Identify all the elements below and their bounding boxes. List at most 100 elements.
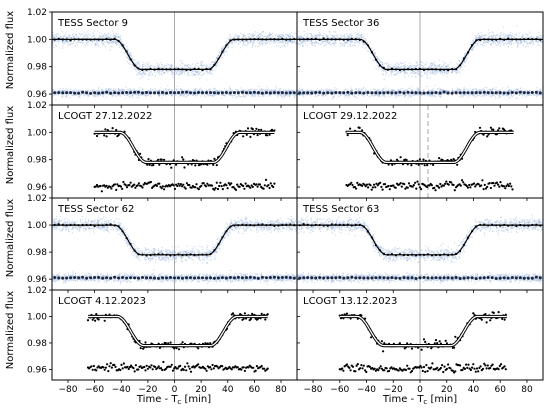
tess-resid-point — [79, 96, 81, 99]
tess-point — [278, 36, 280, 39]
tess-resid-point — [536, 95, 538, 98]
tess-point — [371, 47, 373, 49]
tess-resid-point — [160, 93, 162, 96]
tess-point — [268, 36, 270, 39]
tess-point — [268, 34, 270, 37]
tess-point — [209, 63, 211, 65]
tess-point — [97, 31, 99, 33]
tess-point — [235, 41, 237, 43]
tess-resid-point — [232, 96, 234, 99]
tess-point — [55, 34, 58, 36]
tess-resid-point — [272, 89, 274, 92]
tess-resid-point — [276, 94, 279, 96]
tess-point — [141, 76, 143, 79]
tess-point — [186, 65, 188, 67]
tess-resid-point — [262, 88, 264, 91]
tess-point — [394, 66, 396, 68]
tess-point — [441, 72, 443, 74]
tess-point — [200, 75, 203, 77]
tess-point — [461, 69, 463, 71]
tess-point — [84, 34, 87, 36]
tess-point — [198, 73, 200, 75]
tess-resid-point — [486, 87, 488, 89]
tess-point — [127, 58, 130, 61]
tess-point — [213, 61, 215, 63]
tess-resid-point — [408, 87, 410, 90]
tess-resid-point — [257, 94, 260, 96]
tess-point — [109, 35, 111, 37]
tess-point — [251, 44, 254, 46]
tess-resid-point — [123, 89, 126, 91]
tess-resid-point — [275, 86, 278, 88]
tess-point — [87, 36, 89, 39]
tess-resid-point — [266, 86, 268, 88]
tess-resid-point — [468, 94, 470, 97]
tess-resid-point — [340, 94, 342, 96]
tess-point — [355, 40, 358, 42]
tess-resid-point — [108, 89, 110, 91]
tess-point — [120, 40, 123, 42]
tess-resid-point — [179, 88, 182, 90]
tess-resid-point — [196, 88, 198, 90]
tess-point — [137, 73, 139, 76]
tess-point — [181, 60, 183, 62]
binned-resid-point — [272, 91, 276, 95]
tess-resid-point — [194, 88, 196, 91]
tess-point — [172, 76, 174, 79]
tess-point — [145, 70, 147, 73]
tess-resid-point — [400, 88, 402, 90]
tess-point — [256, 45, 259, 48]
tess-resid-point — [109, 88, 111, 90]
tess-resid-point — [209, 94, 211, 97]
tess-resid-point — [97, 95, 100, 98]
tess-point — [186, 63, 188, 66]
tess-point — [456, 71, 459, 74]
tess-resid-point — [494, 88, 496, 91]
tess-point — [66, 41, 68, 43]
tess-resid-point — [97, 94, 99, 96]
tess-point — [375, 67, 377, 70]
tess-point — [145, 65, 147, 67]
tess-point — [56, 37, 58, 39]
tess-resid-point — [145, 95, 147, 98]
tess-point — [390, 74, 393, 76]
tess-point — [205, 70, 207, 72]
tess-point — [291, 32, 293, 34]
tess-point — [77, 36, 79, 38]
tess-resid-point — [102, 90, 105, 92]
tess-point — [59, 35, 61, 37]
tess-resid-point — [112, 95, 115, 97]
tess-point — [288, 39, 290, 42]
tess-resid-point — [96, 94, 99, 96]
tess-point — [306, 32, 308, 35]
tess-resid-point — [174, 94, 176, 96]
tess-point — [351, 44, 354, 46]
tess-point — [333, 44, 335, 47]
tess-resid-point — [278, 95, 280, 97]
tess-point — [123, 52, 126, 55]
tess-resid-point — [266, 88, 268, 91]
tess-point — [95, 43, 97, 46]
tess-resid-point — [139, 94, 141, 96]
tess-point — [332, 35, 334, 37]
tess-point — [254, 34, 256, 36]
tess-point — [142, 61, 144, 64]
tess-point — [353, 41, 356, 44]
tess-resid-point — [107, 88, 109, 90]
tess-resid-point — [83, 95, 85, 97]
tess-point — [252, 35, 254, 37]
tess-resid-point — [136, 93, 138, 95]
tess-point — [252, 42, 254, 45]
tess-point — [396, 73, 398, 75]
tess-point — [384, 62, 386, 65]
tess-resid-point — [65, 89, 68, 91]
tess-resid-point — [115, 89, 117, 91]
tess-point — [259, 44, 261, 46]
tess-point — [292, 41, 294, 43]
tess-point — [156, 66, 158, 69]
tess-resid-point — [439, 87, 441, 89]
tess-point — [115, 32, 117, 34]
tess-resid-point — [251, 90, 254, 93]
tess-point — [119, 35, 122, 37]
tess-point — [188, 63, 190, 66]
